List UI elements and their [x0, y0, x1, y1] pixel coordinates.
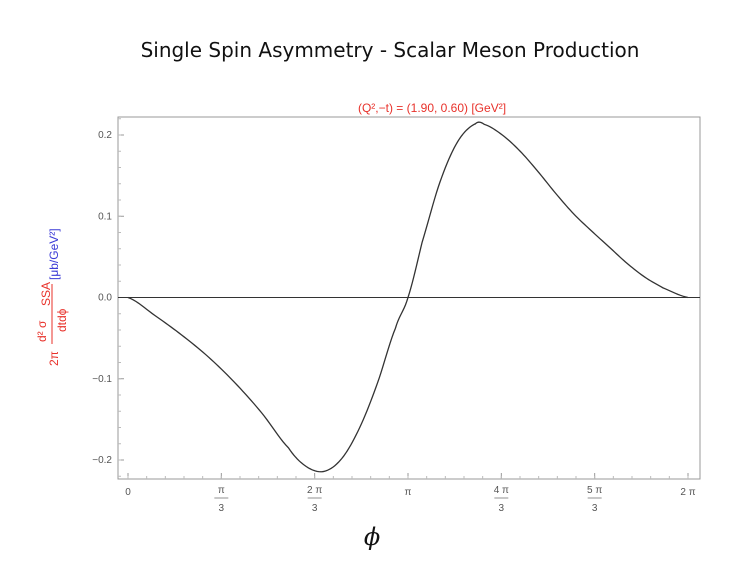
y-tick-label: −0.2 [92, 455, 112, 466]
x-axis: 0 π 3 2 π 3 π 4 π 3 5 π 3 2 π [125, 473, 696, 514]
page-title: Single Spin Asymmetry - Scalar Meson Pro… [140, 38, 640, 62]
x-tick-denominator: 3 [312, 503, 318, 514]
x-tick-label: 5 π [587, 485, 602, 496]
y-label-numerator: d² σ [35, 320, 49, 342]
y-axis-label: 2π d² σ SSA dtdϕ [μb/GeV²] [35, 228, 69, 366]
x-tick-label: 2 π [680, 487, 695, 498]
y-label-numerator-sub: SSA [39, 282, 53, 306]
y-label-unit: [μb/GeV²] [47, 228, 61, 280]
x-tick-denominator: 3 [592, 503, 598, 514]
x-tick-denominator: 3 [219, 503, 225, 514]
series-line [127, 121, 689, 473]
x-tick-denominator: 3 [499, 503, 505, 514]
y-tick-label: 0.1 [98, 211, 112, 222]
x-tick-label: 2 π [307, 485, 322, 496]
x-tick-label: π [405, 487, 412, 498]
y-tick-label: 0.0 [98, 293, 112, 304]
y-label-prefix: 2π [47, 351, 61, 366]
y-tick-label: −0.1 [92, 374, 112, 385]
x-tick-label: 0 [125, 487, 131, 498]
x-tick-label: π [218, 485, 225, 496]
y-label-denominator: dtdϕ [55, 308, 69, 332]
chart-subtitle: (Q²,−t) = (1.90, 0.60) [GeV²] [358, 101, 506, 115]
x-tick-label: 4 π [494, 485, 509, 496]
y-tick-label: 0.2 [98, 130, 112, 141]
x-axis-label: ϕ [364, 523, 380, 551]
